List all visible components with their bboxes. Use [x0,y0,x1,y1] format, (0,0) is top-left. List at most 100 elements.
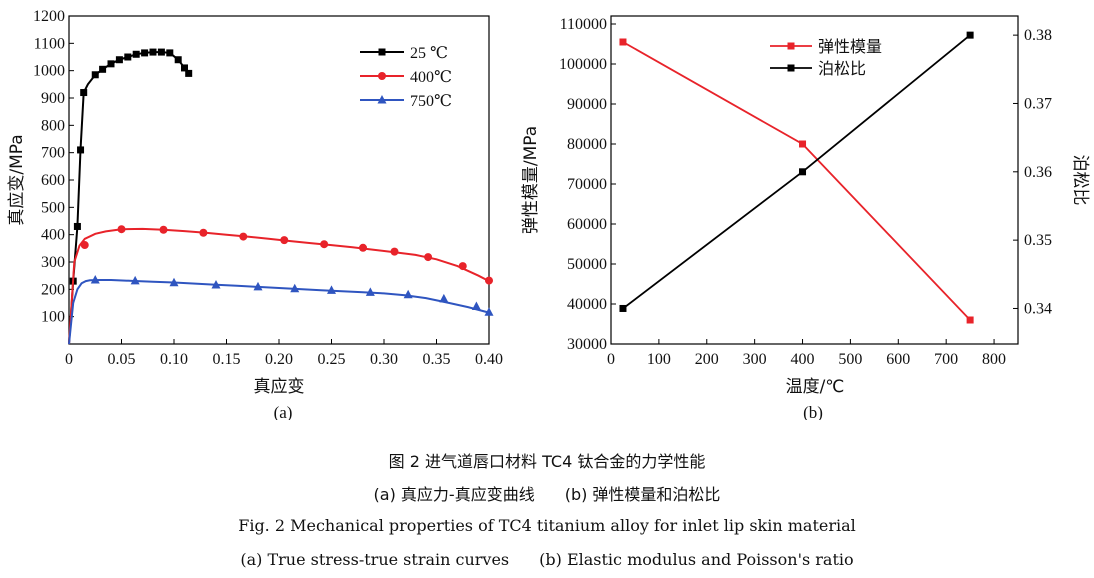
chart-a-ytick-label: 200 [41,281,65,298]
chart-a-legend-marker [378,72,386,80]
chart-a-point [80,241,89,250]
chart-b-ytick-left-label: 50000 [567,256,607,273]
chart-b-series-line [622,41,971,321]
chart-a-legend-item: 750℃ [360,93,452,110]
chart-a-point [181,64,188,72]
chart-a-point [253,281,263,291]
chart-a-xtick-label: 0.35 [423,351,451,368]
chart-a-point [439,293,449,303]
chart-a-point [280,236,289,245]
chart-a-point [73,222,81,230]
chart-a-xtick-label: 0 [65,351,73,368]
chart-b-ytick-left-label: 40000 [567,296,607,313]
chart-b: 0 100 200 300 400 500 600 700 800 30000 40000 50000… [521,15,1090,420]
chart-a-series-0 [68,48,193,345]
chart-a-series-line [68,227,490,345]
chart-a-ytick-label: 900 [41,90,65,107]
chart-a-point [149,48,157,56]
chart-a-point [424,253,433,262]
chart-b-xtick-label: 700 [934,351,958,368]
chart-b-ytick-left-label: 110000 [560,16,607,33]
chart-a-ytick-label: 600 [41,172,65,189]
chart-a-point [485,276,493,285]
chart-b-xlabel: 温度/℃ [786,377,845,397]
chart-a-series-1 [68,225,493,345]
chart-a-frame [68,15,490,345]
chart-a-point [185,69,193,77]
chart-b-xtick-label: 600 [886,351,910,368]
chart-a-point [359,243,367,252]
chart-a-point [117,225,126,234]
chart-a-ytick-label: 100 [41,309,65,326]
chart-b-point [619,304,627,312]
chart-b-ytick-left-label: 60000 [567,216,607,233]
chart-a-point [124,53,132,61]
chart-b-xtick-label: 300 [743,351,767,368]
chart-a-ytick-label: 1100 [34,35,65,52]
chart-b-point [966,316,974,324]
chart-a-point [80,89,88,97]
chart-b-ytick-left-label: 70000 [567,176,607,193]
chart-a-xtick-label: 0.30 [370,351,398,368]
caption-sub-b-en: (b) Elastic modulus and Poisson's ratio [539,550,854,569]
chart-a-legend-item: 25 ℃ [360,45,448,62]
chart-a-point [77,146,85,154]
chart-a-xtick-label: 0.05 [108,351,136,368]
chart-a-point [141,49,149,57]
chart-a-point [99,65,107,73]
chart-a-point [107,60,115,68]
chart-b-ytick-left-label: 90000 [567,96,607,113]
caption-title-en: Fig. 2 Mechanical properties of TC4 tita… [238,516,856,535]
chart-a: 0 0.05 0.10 0.15 0.20 0.25 0.30 0.35 0.40 100 200 3… [7,8,503,420]
chart-a-ylabel: 真应变/MPa [7,134,27,225]
chart-b-legend-label: 弹性模量 [818,37,882,56]
chart-b-series-1 [619,31,974,312]
chart-a-xtick-label: 0.15 [213,351,241,368]
chart-a-point [290,283,300,293]
chart-b-ytick-right-label: 0.35 [1024,232,1052,249]
chart-b-point [799,168,807,176]
chart-a-legend-label: 750℃ [410,93,452,110]
chart-b-xtick-label: 800 [982,351,1006,368]
chart-a-xtick-label: 0.10 [160,351,188,368]
chart-a-point [471,301,481,311]
chart-a-point [157,48,165,56]
chart-a-point [90,275,100,284]
chart-a-point [458,262,467,271]
chart-a-point [115,56,123,64]
chart-b-xtick-label: 400 [791,351,815,368]
chart-b-xtick-label: 500 [838,351,862,368]
chart-a-point [130,275,140,285]
chart-a-point [327,285,336,294]
chart-b-ytick-right-label: 0.37 [1024,95,1052,112]
chart-b-legend-marker [787,42,795,50]
caption-title-cn: 图 2 进气道唇口材料 TC4 钛合金的力学性能 [388,452,706,471]
chart-a-point [365,287,375,296]
chart-a-panel-label: (a) [274,403,293,420]
chart-b-xtick-label: 100 [647,351,671,368]
chart-b-ytick-left-label: 30000 [567,336,607,353]
chart-b-xtick-label: 200 [695,351,719,368]
chart-a-point [199,228,208,237]
chart-b-point [619,38,627,46]
chart-b-ytick-right-label: 0.34 [1024,300,1052,317]
chart-b-point [799,140,807,148]
caption-sub-a-en: (a) True stress-true strain curves [240,550,510,569]
chart-b-legend-label: 泊松比 [818,59,866,78]
chart-a-ytick-label: 400 [41,227,65,244]
chart-a-ytick-label: 800 [41,117,65,134]
chart-b-ytick-right-label: 0.36 [1024,164,1052,181]
chart-a-point [166,49,174,57]
chart-a-series-2 [68,275,494,345]
chart-a-point [91,71,99,79]
chart-a-legend-marker [377,95,387,104]
chart-a-point [239,232,248,241]
caption-sub-a-cn: (a) 真应力-真应变曲线 [373,485,535,504]
chart-b-ylabel-right: 泊松比 [1070,155,1090,206]
chart-b-point [966,31,974,39]
chart-b-ylabel-left: 弹性模量/MPa [521,126,541,234]
chart-a-point [169,277,179,287]
chart-a-legend-label: 25 ℃ [410,45,448,62]
chart-b-legend-marker [787,64,795,72]
chart-a-point [403,289,413,299]
